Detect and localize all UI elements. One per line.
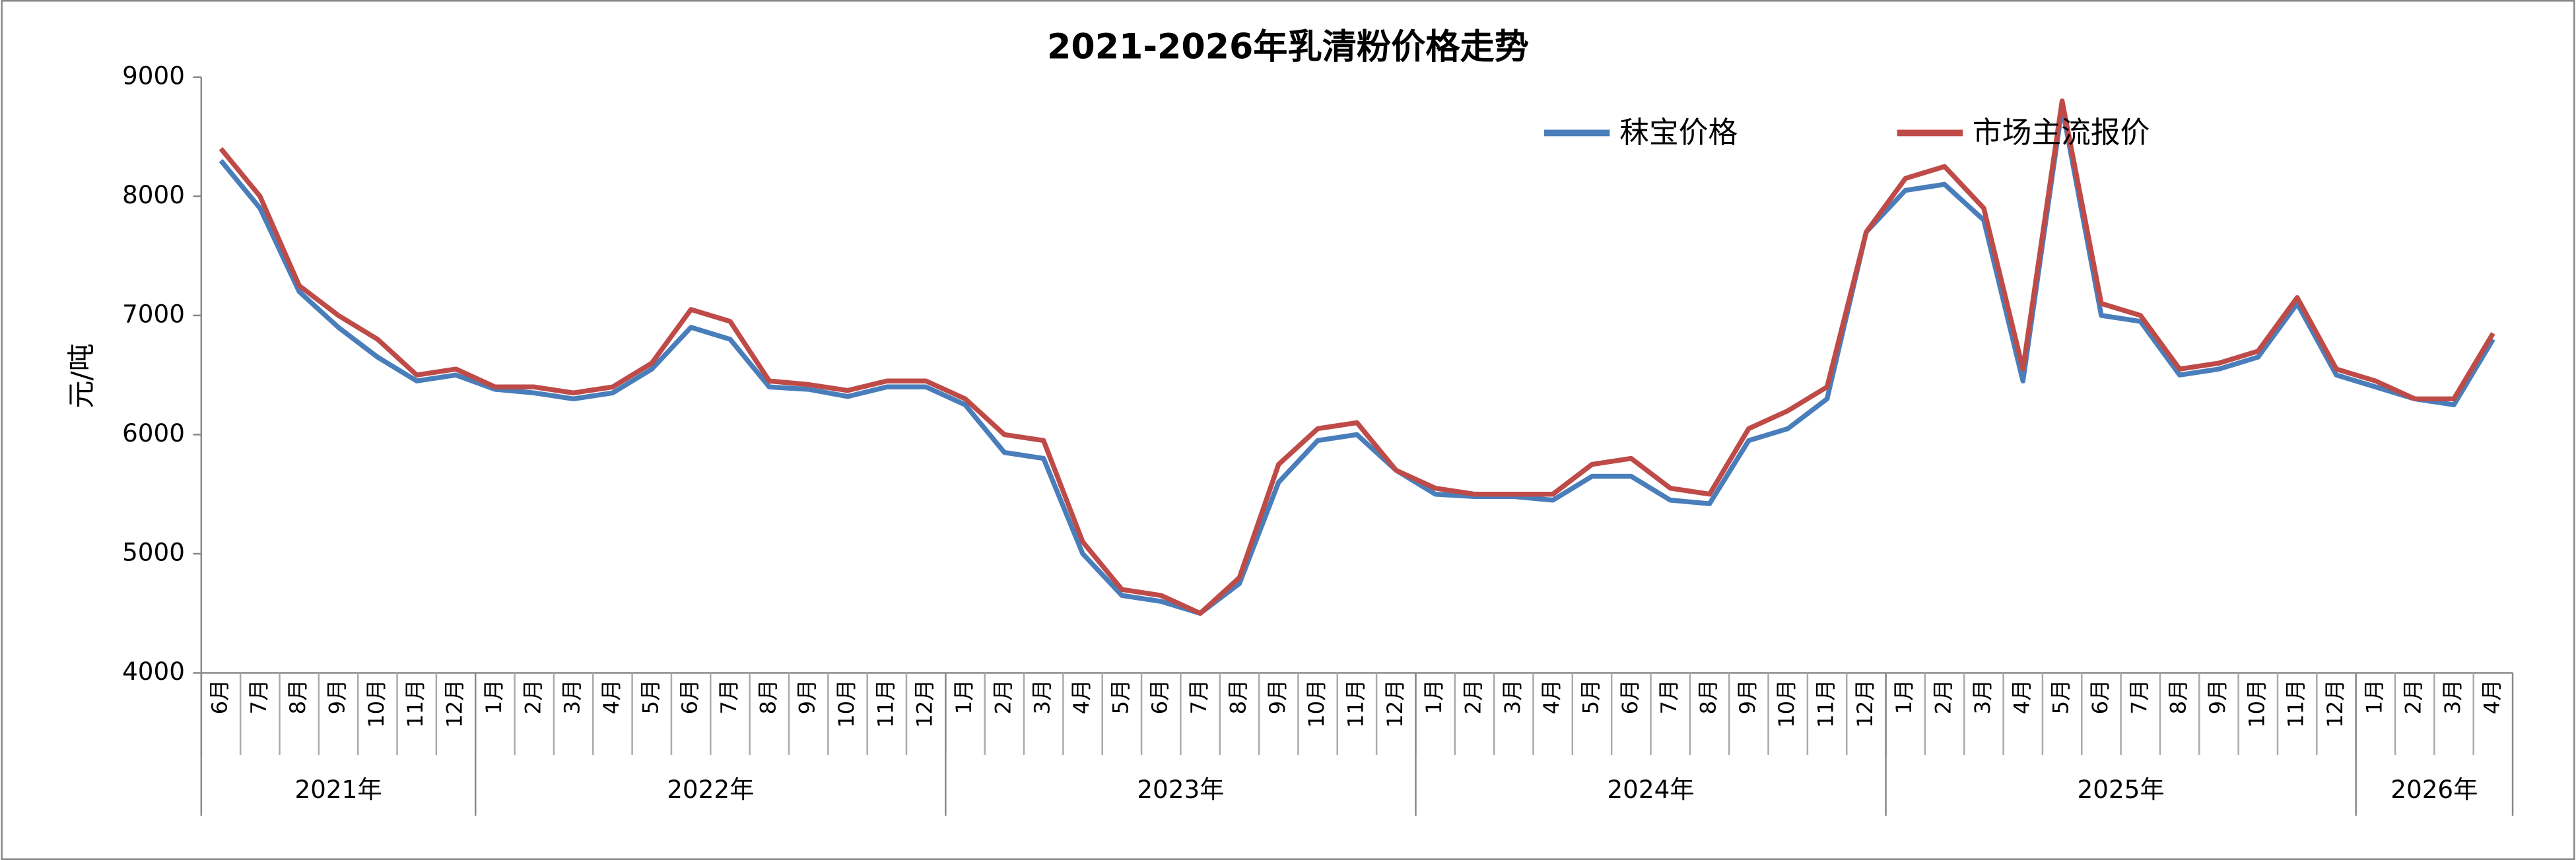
- chart-title: 2021-2026年乳清粉价格走势: [1047, 28, 1529, 67]
- x-tick-label: 9月: [2205, 679, 2230, 714]
- x-tick-label: 1月: [2361, 679, 2387, 714]
- x-tick-label: 1月: [1891, 679, 1916, 714]
- x-tick-label: 3月: [1970, 679, 1995, 714]
- x-tick-label: 10月: [2244, 679, 2269, 727]
- x-tick-label: 12月: [1852, 679, 1878, 727]
- year-label: 2025年: [2078, 775, 2165, 804]
- year-label: 2024年: [1607, 775, 1694, 804]
- x-tick-label: 11月: [2284, 679, 2309, 727]
- x-tick-label: 12月: [1382, 679, 1407, 727]
- x-tick-label: 10月: [364, 679, 389, 727]
- year-label: 2021年: [294, 775, 382, 804]
- x-tick-label: 10月: [834, 679, 859, 727]
- x-tick-label: 4月: [599, 679, 624, 714]
- x-tick-label: 8月: [1225, 679, 1250, 714]
- x-tick-label: 3月: [1500, 679, 1525, 714]
- x-tick-label: 9月: [325, 679, 350, 714]
- x-tick-label: 6月: [1617, 679, 1643, 714]
- y-axis-label: 元/吨: [65, 343, 97, 409]
- x-tick-label: 9月: [1735, 679, 1760, 714]
- x-tick-label: 12月: [2322, 679, 2348, 727]
- x-tick-label: 5月: [1578, 679, 1603, 714]
- x-tick-label: 7月: [2126, 679, 2152, 714]
- y-tick-label: 5000: [122, 537, 185, 566]
- x-tick-label: 11月: [403, 679, 428, 727]
- x-tick-label: 3月: [1030, 679, 1055, 714]
- year-label: 2023年: [1137, 775, 1224, 804]
- x-tick-label: 12月: [442, 679, 467, 727]
- x-tick-label: 5月: [2049, 679, 2074, 714]
- x-tick-label: 4月: [1539, 679, 1564, 714]
- y-tick-label: 6000: [122, 418, 185, 447]
- x-tick-label: 11月: [1813, 679, 1839, 727]
- x-tick-label: 11月: [1343, 679, 1368, 727]
- x-tick-label: 10月: [1774, 679, 1799, 727]
- x-tick-label: 8月: [1696, 679, 1721, 714]
- x-tick-label: 11月: [873, 679, 898, 727]
- x-tick-label: 6月: [1147, 679, 1172, 714]
- x-tick-label: 6月: [2087, 679, 2113, 714]
- x-tick-label: 6月: [207, 679, 232, 714]
- x-tick-label: 7月: [716, 679, 741, 714]
- x-tick-label: 3月: [560, 679, 585, 714]
- x-tick-label: 7月: [1186, 679, 1211, 714]
- x-tick-label: 10月: [1304, 679, 1329, 727]
- series-line: [219, 98, 2495, 616]
- x-tick-label: 9月: [1265, 679, 1290, 714]
- legend-label: 秣宝价格: [1619, 115, 1738, 150]
- x-tick-label: 4月: [2009, 679, 2034, 714]
- x-tick-label: 4月: [1069, 679, 1094, 714]
- x-tick-label: 7月: [246, 679, 271, 714]
- x-tick-label: 8月: [2166, 679, 2191, 714]
- x-tick-label: 3月: [2440, 679, 2465, 714]
- x-tick-label: 12月: [912, 679, 937, 727]
- x-tick-label: 2月: [520, 679, 545, 714]
- x-tick-label: 2月: [2401, 679, 2426, 714]
- x-tick-label: 5月: [638, 679, 663, 714]
- y-tick-label: 7000: [122, 299, 185, 328]
- x-tick-label: 7月: [1656, 679, 1681, 714]
- legend-label: 市场主流报价: [1973, 115, 2150, 150]
- x-tick-label: 8月: [755, 679, 780, 714]
- y-tick-label: 4000: [122, 657, 185, 686]
- series-line: [219, 104, 2495, 616]
- x-tick-label: 2月: [990, 679, 1015, 714]
- year-label: 2022年: [667, 775, 754, 804]
- y-tick-label: 8000: [122, 180, 185, 209]
- year-label: 2026年: [2390, 775, 2478, 804]
- x-tick-label: 9月: [795, 679, 820, 714]
- x-tick-label: 4月: [2479, 679, 2504, 714]
- x-tick-label: 1月: [481, 679, 506, 714]
- x-tick-label: 1月: [951, 679, 976, 714]
- y-tick-label: 9000: [122, 61, 185, 90]
- x-tick-label: 2月: [1931, 679, 1956, 714]
- x-tick-label: 6月: [677, 679, 702, 714]
- x-tick-label: 5月: [1108, 679, 1133, 714]
- x-tick-label: 1月: [1421, 679, 1446, 714]
- x-tick-label: 2月: [1460, 679, 1485, 714]
- x-tick-label: 8月: [285, 679, 310, 714]
